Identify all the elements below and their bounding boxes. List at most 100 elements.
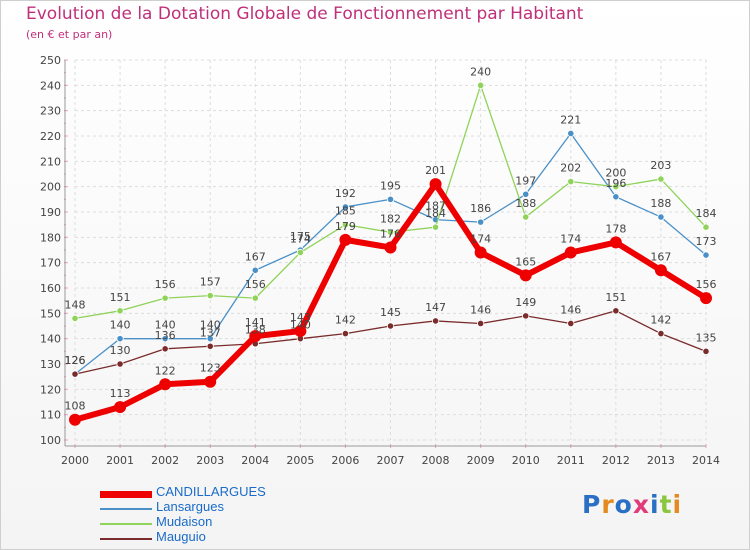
data-point (69, 413, 81, 426)
data-label: 167 (245, 250, 266, 263)
data-label: 113 (110, 387, 131, 400)
data-label: 149 (515, 296, 536, 309)
data-label: 176 (380, 227, 401, 240)
data-point (206, 291, 214, 300)
data-point (294, 325, 307, 338)
data-point (474, 246, 487, 259)
legend-label: CANDILLARGUES (156, 484, 266, 499)
data-point (341, 203, 350, 211)
data-point (567, 319, 575, 328)
x-tick-label: 2001 (106, 454, 134, 467)
data-label: 174 (560, 233, 581, 246)
data-label: 202 (560, 162, 581, 175)
data-label: 140 (290, 319, 311, 332)
data-point (522, 312, 530, 320)
x-tick-label: 2013 (647, 454, 675, 467)
data-label: 156 (245, 278, 266, 291)
data-point (161, 294, 169, 302)
data-point (341, 221, 350, 229)
data-label: 143 (290, 311, 311, 324)
chart-axes: 100 110 120 130 140 150 160 170 180 190 200 210 220 2… (40, 54, 720, 467)
data-point (431, 223, 440, 231)
data-label: 178 (605, 222, 626, 235)
x-tick-label: 2011 (557, 454, 585, 467)
y-tick-label: 110 (40, 409, 61, 422)
y-tick-label: 100 (40, 434, 61, 447)
data-label: 140 (155, 319, 176, 332)
data-point (341, 329, 350, 338)
data-label: 200 (605, 167, 626, 180)
x-tick-label: 2007 (377, 454, 405, 467)
data-label: 147 (425, 301, 446, 314)
data-label: 201 (425, 164, 446, 177)
data-label: 186 (470, 202, 491, 215)
data-label: 240 (470, 65, 491, 78)
data-label: 146 (470, 303, 491, 316)
x-tick-label: 2014 (692, 454, 720, 467)
legend-label: Mauguio (156, 529, 206, 544)
x-tick-label: 2009 (467, 454, 495, 467)
data-point (612, 193, 620, 201)
data-point (567, 178, 575, 186)
chart-data-labels: 126 140 140 140 167 175 192 195 187 186 197 221 196 1… (65, 65, 717, 412)
y-tick-label: 230 (40, 105, 61, 118)
data-label: 192 (335, 187, 356, 200)
proxiti-logo: Proxiti (582, 490, 682, 519)
y-tick-label: 210 (40, 155, 61, 168)
data-label: 146 (560, 303, 581, 316)
x-tick-label: 2000 (61, 454, 89, 467)
data-label: 188 (650, 197, 671, 210)
data-point (116, 335, 124, 343)
y-tick-label: 200 (40, 181, 61, 194)
data-point (700, 292, 712, 305)
data-label: 135 (696, 331, 717, 344)
data-label: 123 (200, 362, 221, 375)
data-label: 142 (650, 314, 671, 327)
y-tick-label: 140 (40, 333, 61, 346)
data-label: 165 (515, 255, 536, 268)
data-point (206, 342, 214, 350)
data-point (116, 360, 124, 368)
data-point (296, 248, 304, 257)
data-label: 151 (110, 291, 131, 304)
data-label: 188 (515, 197, 536, 210)
data-label: 138 (245, 324, 266, 337)
data-label: 108 (65, 400, 86, 413)
y-tick-label: 180 (40, 231, 61, 244)
data-label: 140 (110, 319, 131, 332)
chart-title: Evolution de la Dotation Globale de Fonc… (26, 4, 584, 24)
legend-swatch (100, 508, 152, 510)
x-tick-label: 2005 (286, 454, 314, 467)
data-label: 122 (155, 364, 176, 377)
data-label: 141 (245, 316, 266, 329)
x-tick-label: 2004 (241, 454, 269, 467)
data-point (612, 183, 620, 191)
data-point (159, 378, 172, 391)
data-label: 145 (380, 306, 401, 319)
y-tick-label: 240 (40, 79, 61, 92)
data-point (609, 236, 622, 249)
logo-letter: P (582, 490, 602, 519)
data-label: 187 (425, 200, 446, 213)
logo-letter: t (659, 490, 673, 519)
data-label: 185 (335, 205, 356, 218)
x-tick-label: 2002 (151, 454, 179, 467)
data-point (249, 330, 262, 343)
data-point (251, 294, 259, 302)
y-tick-label: 160 (40, 282, 61, 295)
data-label: 184 (425, 207, 446, 220)
legend-swatch (100, 490, 152, 498)
logo-letter: x (632, 490, 650, 519)
data-point (384, 241, 397, 254)
legend-swatch (100, 523, 152, 525)
data-label: 126 (65, 354, 86, 367)
data-point (114, 401, 127, 414)
data-label: 148 (65, 298, 86, 311)
data-point (702, 251, 710, 259)
logo-letter: r (601, 490, 615, 519)
data-label: 157 (200, 276, 221, 289)
data-point (567, 129, 575, 138)
chart-series (69, 81, 712, 426)
